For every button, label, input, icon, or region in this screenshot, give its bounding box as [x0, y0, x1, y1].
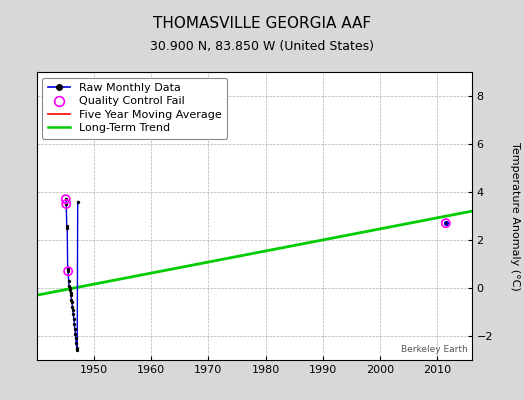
Point	[62, 196, 70, 202]
Point	[67, 290, 75, 296]
Point	[62, 196, 70, 202]
Point	[65, 282, 73, 289]
Point	[62, 201, 70, 207]
Point	[66, 287, 74, 294]
Y-axis label: Temperature Anomaly (°C): Temperature Anomaly (°C)	[510, 142, 520, 290]
Point	[64, 268, 72, 274]
Point	[64, 278, 73, 284]
Text: Berkeley Earth: Berkeley Earth	[400, 345, 467, 354]
Point	[66, 285, 74, 291]
Point	[67, 297, 75, 303]
Legend: Raw Monthly Data, Quality Control Fail, Five Year Moving Average, Long-Term Tren: Raw Monthly Data, Quality Control Fail, …	[42, 78, 227, 139]
Point	[69, 306, 77, 313]
Point	[442, 220, 450, 226]
Point	[69, 311, 78, 318]
Point	[70, 321, 79, 327]
Point	[64, 268, 72, 274]
Point	[63, 266, 72, 272]
Point	[71, 326, 79, 332]
Point	[62, 222, 71, 229]
Text: THOMASVILLE GEORGIA AAF: THOMASVILLE GEORGIA AAF	[153, 16, 371, 31]
Point	[442, 220, 450, 226]
Point	[72, 335, 80, 342]
Point	[62, 201, 70, 207]
Point	[68, 304, 77, 310]
Point	[72, 345, 81, 351]
Point	[68, 299, 76, 306]
Point	[63, 225, 71, 231]
Point	[73, 198, 82, 205]
Point	[67, 292, 75, 298]
Point	[71, 330, 80, 337]
Text: 30.900 N, 83.850 W (United States): 30.900 N, 83.850 W (United States)	[150, 40, 374, 53]
Point	[70, 316, 78, 322]
Point	[73, 347, 81, 354]
Point	[72, 340, 81, 346]
